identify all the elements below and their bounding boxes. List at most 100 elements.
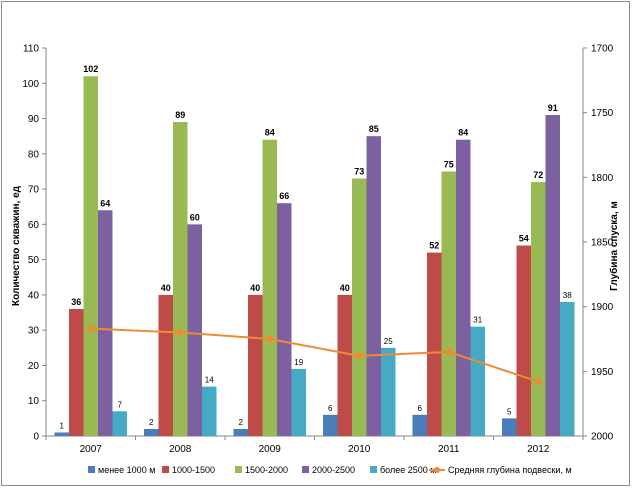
y-tick-label-left: 50 — [28, 255, 40, 266]
x-tick-label: 2012 — [527, 444, 550, 455]
data-label: 54 — [519, 234, 529, 244]
y-tick-label-left: 80 — [28, 149, 40, 160]
bar — [381, 347, 396, 436]
data-label: 52 — [429, 241, 439, 251]
bar — [456, 139, 471, 436]
bar — [516, 245, 531, 436]
data-label: 36 — [71, 297, 81, 307]
data-label: 60 — [190, 212, 200, 222]
y-tick-label-right: 1800 — [591, 173, 614, 184]
legend-swatch — [88, 466, 95, 473]
legend-label: 1500-2000 — [245, 465, 288, 475]
y-tick-label-left: 70 — [28, 185, 40, 196]
legend: менее 1000 м 1000-1500 1500-2000 2000-2500 б… — [88, 465, 572, 475]
data-label: 2 — [239, 418, 244, 427]
data-label: 31 — [473, 316, 482, 325]
line-series — [90, 327, 539, 383]
y-tick-label-right: 1750 — [591, 108, 614, 119]
bar — [158, 294, 173, 436]
legend-swatch — [235, 466, 242, 473]
data-label: 5 — [507, 407, 512, 416]
data-label: 2 — [149, 418, 154, 427]
bar — [112, 411, 127, 436]
bar — [248, 294, 263, 436]
data-label: 6 — [418, 404, 423, 413]
line-point — [445, 348, 453, 356]
y-tick-label-left: 0 — [33, 432, 39, 443]
data-label: 89 — [175, 110, 185, 120]
legend-swatch — [302, 466, 309, 473]
y-tick-label-right: 1900 — [591, 302, 614, 313]
line-point — [87, 325, 95, 333]
y-tick-label-left: 60 — [28, 220, 40, 231]
bar — [366, 136, 381, 436]
y-tick-label-left: 110 — [23, 44, 39, 55]
bar — [83, 76, 98, 436]
bar — [352, 178, 367, 436]
bar — [187, 224, 202, 436]
data-label: 64 — [100, 198, 110, 208]
bar — [233, 428, 248, 436]
legend-marker — [434, 467, 440, 473]
data-label: 19 — [294, 358, 303, 367]
data-label: 73 — [354, 167, 364, 177]
data-label: 75 — [444, 159, 454, 169]
bar — [337, 294, 352, 436]
data-label: 72 — [533, 170, 543, 180]
x-tick-label: 2011 — [438, 444, 460, 455]
legend-swatch — [370, 466, 377, 473]
x-tick-label: 2008 — [169, 444, 192, 455]
bar — [545, 115, 560, 436]
data-label: 91 — [548, 103, 558, 113]
bar — [54, 432, 69, 436]
y-tick-label-left: 100 — [22, 79, 39, 90]
data-label: 84 — [458, 128, 468, 138]
line-point — [355, 352, 363, 360]
y-tick-label-right: 1700 — [591, 44, 614, 55]
legend-label: 2000-2500 — [312, 465, 355, 475]
plot-area: 0 10 20 30 40 50 60 70 80 90 100 110 2000 1950 1900 185… — [22, 44, 613, 456]
data-label: 40 — [250, 283, 260, 293]
bar — [531, 182, 546, 436]
data-label: 6 — [328, 404, 333, 413]
y-tick-label-left: 30 — [28, 326, 40, 337]
x-tick-label: 2010 — [348, 444, 371, 455]
data-label: 84 — [265, 128, 275, 138]
bar — [69, 309, 84, 436]
bar — [262, 139, 277, 436]
y-tick-label-left: 20 — [28, 361, 40, 372]
y-tick-label-right: 1850 — [591, 238, 614, 249]
data-label: 40 — [161, 283, 171, 293]
y-axis-label-right: Глубина спуска, м — [608, 201, 620, 291]
legend-label: менее 1000 м — [98, 465, 155, 475]
line-point — [266, 335, 274, 343]
data-label: 85 — [369, 124, 379, 134]
y-tick-label-left: 10 — [28, 396, 40, 407]
legend-label: 1000-1500 — [172, 465, 215, 475]
data-label: 102 — [83, 64, 98, 74]
y-tick-label-right: 1950 — [591, 367, 614, 378]
y-tick-label-left: 90 — [28, 114, 40, 125]
data-label: 25 — [384, 337, 393, 346]
bar — [412, 414, 427, 436]
x-tick-label: 2007 — [80, 444, 103, 455]
legend-swatch — [162, 466, 169, 473]
bar — [277, 203, 292, 436]
bar — [441, 171, 456, 437]
bar — [173, 122, 188, 436]
bar — [427, 252, 442, 436]
bar — [291, 368, 306, 436]
bar — [98, 210, 113, 436]
data-label: 66 — [279, 191, 289, 201]
bar — [560, 301, 575, 436]
bar — [323, 414, 338, 436]
y-tick-label-right: 2000 — [591, 432, 614, 443]
line-point — [534, 378, 542, 386]
data-label: 40 — [340, 283, 350, 293]
bar — [470, 326, 485, 436]
line-point — [176, 329, 184, 337]
legend-label: Средняя глубина подвески, м — [448, 465, 572, 475]
bar — [202, 386, 217, 436]
data-label: 38 — [563, 291, 572, 300]
legend-label: более 2500 м — [380, 465, 436, 475]
